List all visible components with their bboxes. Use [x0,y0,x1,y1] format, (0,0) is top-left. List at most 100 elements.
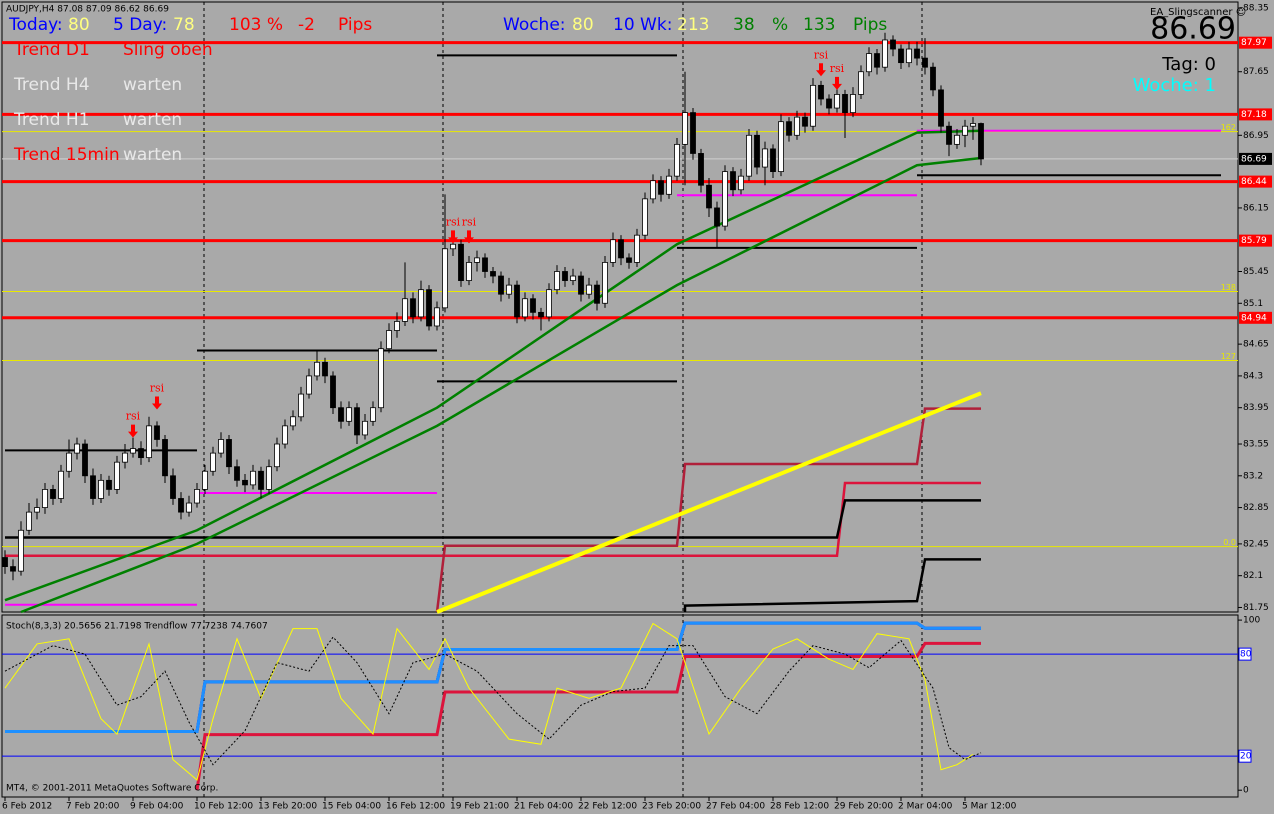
copyright: MT4, © 2001-2011 MetaQuotes Software Cor… [6,784,218,794]
rsi-label: rsi [462,215,477,228]
stat-text: 38 [733,15,755,35]
x-tick-label: 5 Mar 12:00 [962,802,1017,812]
candle-body [418,289,424,318]
rsi-arrow [832,76,842,90]
candle-body [530,298,536,313]
candle-body [18,529,24,572]
candle-body [818,84,824,100]
candle-body [962,125,968,136]
candle-body [546,289,552,318]
price-box-label: 84.94 [1241,313,1267,323]
fib-label: 162 [1221,123,1236,132]
candle-body [450,243,456,250]
candle-body [202,470,208,490]
candle-body [722,171,728,227]
candle-body [922,57,928,68]
trend-state: warten [123,145,182,165]
rsi-label: rsi [446,215,461,228]
candle-body [178,498,184,513]
candle-body [258,470,264,490]
x-tick-label: 29 Feb 20:00 [834,802,893,812]
candle-body [346,407,352,422]
candle-body [930,66,936,91]
stat-text: 10 Wk: [613,15,672,35]
x-tick-label: 19 Feb 21:00 [450,802,509,812]
y-tick-label: 88.35 [1243,4,1269,14]
candle-body [770,148,776,173]
stat-text: % [772,15,788,35]
candle-body [130,448,136,454]
stat-text: Pips [853,15,887,35]
trend-label: Trend 15min [13,145,120,165]
x-tick-label: 27 Feb 04:00 [706,802,765,812]
candle-body [730,171,736,191]
y-tick-label: 84.3 [1243,371,1263,381]
candle-body [410,298,416,318]
candle-body [242,479,248,486]
candle-body [34,507,40,513]
fib-label: 0.0 [1223,538,1236,547]
candle-body [778,121,784,173]
ea-price: 86.69 [1150,12,1236,47]
candle-body [634,234,640,263]
candle-body [50,489,56,499]
candle-body [762,148,768,168]
candle-body [738,175,744,191]
candle-body [482,257,488,272]
price-box-label: 85.79 [1241,236,1267,246]
indicator-line [435,407,981,613]
candle-body [586,284,592,295]
candle-body [434,307,440,327]
price-box [1239,108,1272,121]
rsi-arrow [816,63,826,77]
candle-body [362,420,368,436]
candle-body [826,98,832,109]
candle-body [290,416,296,427]
ea-tag: Tag: 0 [1161,54,1216,75]
candle-body [666,175,672,195]
candle-body [850,94,856,113]
level-box [1238,749,1252,763]
fib-label: 138 [1221,283,1236,292]
candle-body [282,425,288,445]
indicator-title: Stoch(8,3,3) 20.5656 21.7198 Trendflow 7… [6,622,268,632]
candle-body [554,271,560,291]
trend-state: Sling oben [123,40,213,60]
y-tick-label: 82.85 [1243,503,1269,513]
x-tick-label: 10 Feb 12:00 [194,802,253,812]
candle-body [314,361,320,377]
candle-body [154,425,160,440]
stat-text: 213 [677,15,709,35]
y-tick-label: 81.75 [1243,603,1269,613]
candle-body [210,452,216,472]
candle-body [842,94,848,113]
x-tick-label: 13 Feb 20:00 [258,802,317,812]
candle-body [386,330,392,350]
ea-woche: Woche: 1 [1133,75,1216,96]
candle-body [114,461,120,490]
candle-body [122,452,128,463]
level-label: 20 [1240,752,1252,762]
candle-body [354,407,360,436]
x-tick-label: 9 Feb 04:00 [130,802,184,812]
stat-text: 103 % [229,15,283,35]
candle-body [890,39,896,50]
candle-body [938,89,944,127]
x-tick-label: 6 Feb 2012 [2,802,52,812]
price-box [1239,311,1272,324]
candle-body [306,375,312,395]
candle-body [218,439,224,454]
y-tick-label: 83.95 [1243,403,1269,413]
candle-body [914,48,920,59]
level-label: 80 [1240,650,1252,660]
x-tick-label: 2 Mar 04:00 [898,802,953,812]
y-tick-label: 83.55 [1243,440,1269,450]
stat-text: Pips [338,15,372,35]
candle-body [394,321,400,331]
indicator-pane [1,614,1239,798]
candle-body [946,125,952,145]
candle-body [458,243,464,281]
candle-body [698,153,704,186]
indicator-line [4,129,982,602]
